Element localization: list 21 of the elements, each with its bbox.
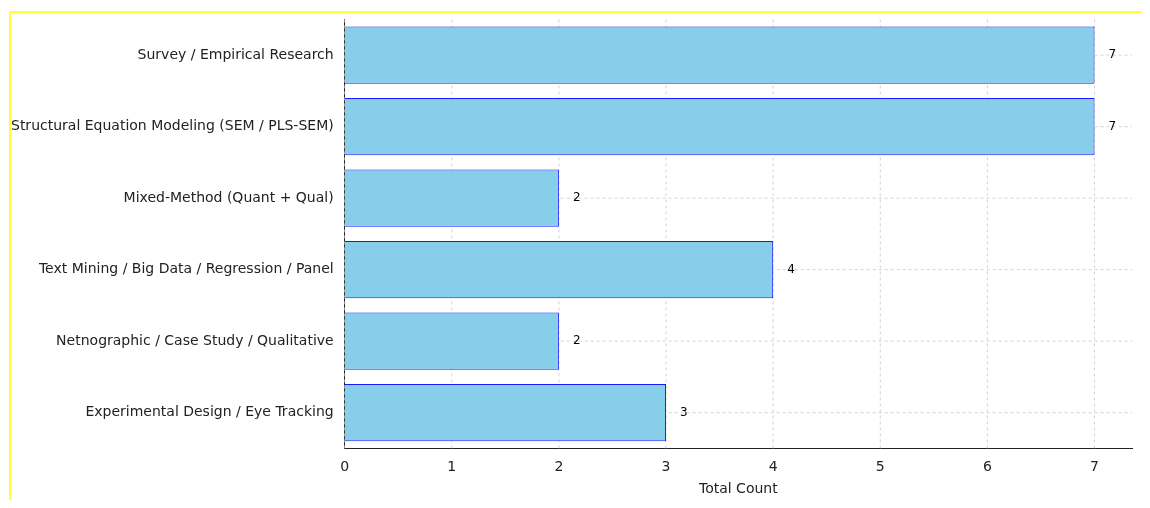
x-tick-label: 0 — [340, 458, 350, 475]
y-tick-label: Structural Equation Modeling (SEM / PLS-SEM) — [11, 117, 334, 134]
y-tick-label: Netnographic / Case Study / Qualitative — [56, 331, 334, 348]
data-label: 4 — [787, 261, 795, 276]
x-tick-label: 3 — [661, 458, 671, 475]
x-tick-label: 5 — [875, 458, 885, 475]
x-axis-title: Total Count — [697, 480, 779, 497]
y-tick-label: Survey / Empirical Research — [137, 45, 334, 62]
x-tick-label: 7 — [1090, 458, 1099, 475]
data-label: 2 — [572, 190, 581, 205]
x-tick-label: 4 — [768, 458, 778, 475]
data-label: 2 — [572, 333, 581, 348]
x-tick-label: 1 — [447, 458, 457, 475]
x-tick-label: 6 — [982, 458, 992, 475]
data-label: 7 — [1108, 47, 1117, 62]
y-tick-label: Text Mining / Big Data / Regression / Panel — [37, 260, 334, 277]
y-tick-label: Mixed-Method (Quant + Qual) — [123, 188, 334, 205]
data-label: 3 — [680, 404, 688, 419]
data-label: 7 — [1108, 118, 1117, 133]
y-tick-label: Experimental Design / Eye Tracking — [85, 403, 334, 420]
x-tick-label: 2 — [554, 458, 564, 475]
